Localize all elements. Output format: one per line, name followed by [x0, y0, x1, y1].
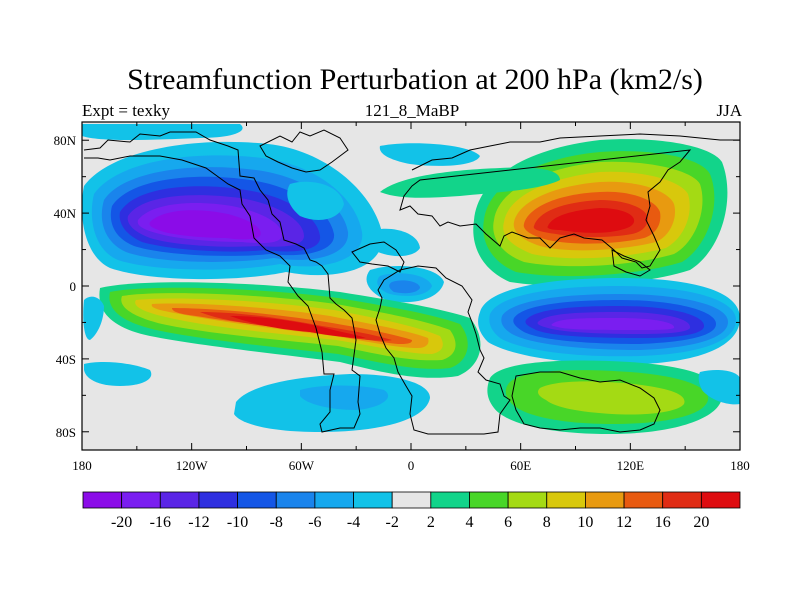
season-label: JJA	[716, 101, 742, 120]
colorbar-label: -16	[150, 514, 171, 531]
axis-ticks	[81, 122, 741, 450]
colorbar-label: -4	[347, 514, 360, 531]
colorbar-box	[353, 491, 393, 509]
colorbar-box	[662, 491, 702, 509]
colorbar-box	[159, 491, 200, 509]
y-tick-label: 80S	[56, 425, 76, 440]
colorbar-box	[469, 491, 509, 509]
colorbar-label: -8	[270, 514, 283, 531]
colorbar-label: 2	[427, 514, 435, 531]
eurasia-band-contours	[380, 167, 560, 198]
colorbar-label: 12	[616, 514, 632, 531]
experiment-label: Expt = texky	[82, 101, 170, 120]
colorbar-box	[391, 491, 432, 509]
y-tick-label: 40N	[54, 206, 77, 221]
colorbar-box	[275, 491, 316, 509]
colorbar-label: 16	[655, 514, 671, 531]
colorbar-box	[82, 491, 123, 509]
colorbar-label: -12	[188, 514, 209, 531]
x-tick-label: 120W	[176, 458, 209, 473]
x-tick-label: 0	[408, 458, 415, 473]
southern-ocean-high-contours	[487, 360, 723, 434]
colorbar-box	[121, 491, 161, 509]
colorbar-box	[314, 491, 354, 509]
x-tick-label: 60E	[510, 458, 531, 473]
colorbar-label: -2	[386, 514, 399, 531]
coastline-outlines	[83, 129, 740, 435]
x-tick-label: 60W	[289, 458, 315, 473]
colorbar-box	[507, 491, 548, 509]
x-tick-label: 180	[72, 458, 92, 473]
colorbar-labels: -20 -16 -12 -10 -8 -6 -4 -2 2 4 6 8 10 12 16 20	[111, 514, 709, 531]
colorbar-box	[430, 491, 470, 509]
y-tick-label: 40S	[56, 352, 76, 367]
x-tick-label: 120E	[617, 458, 645, 473]
colorbar-label: -6	[308, 514, 321, 531]
y-tick-label: 80N	[54, 133, 77, 148]
colorbar-box	[198, 491, 238, 509]
contour-fields	[82, 122, 740, 450]
south-indian-low-contours	[478, 278, 740, 365]
x-tick-labels: 180 120W 60W 0 60E 120E 180	[72, 458, 750, 473]
colorbar-label: 10	[577, 514, 593, 531]
colorbar-box	[700, 491, 741, 509]
y-tick-labels: 80N 40N 0 40S 80S	[54, 133, 77, 440]
y-tick-label: 0	[70, 279, 77, 294]
colorbar-label: 4	[465, 514, 473, 531]
south-pacific-high-contours	[99, 282, 481, 378]
equatorial-atlantic-low-contours	[366, 266, 444, 303]
colorbar-label: 6	[504, 514, 512, 531]
colorbar-box	[585, 491, 625, 509]
colorbar-label: -10	[227, 514, 248, 531]
south-atlantic-low-contours	[83, 296, 740, 432]
colorbar-box	[623, 491, 664, 509]
run-label: 121_8_MaBP	[364, 101, 460, 120]
colorbar-label: 20	[693, 514, 709, 531]
colorbar-box	[546, 491, 586, 509]
chart-title: Streamfunction Perturbation at 200 hPa (…	[127, 63, 703, 96]
colorbar-label: 8	[543, 514, 551, 531]
colorbar	[82, 491, 741, 509]
x-tick-label: 180	[730, 458, 750, 473]
colorbar-box	[237, 491, 277, 509]
colorbar-label: -20	[111, 514, 132, 531]
north-atlantic-contours	[82, 124, 480, 257]
